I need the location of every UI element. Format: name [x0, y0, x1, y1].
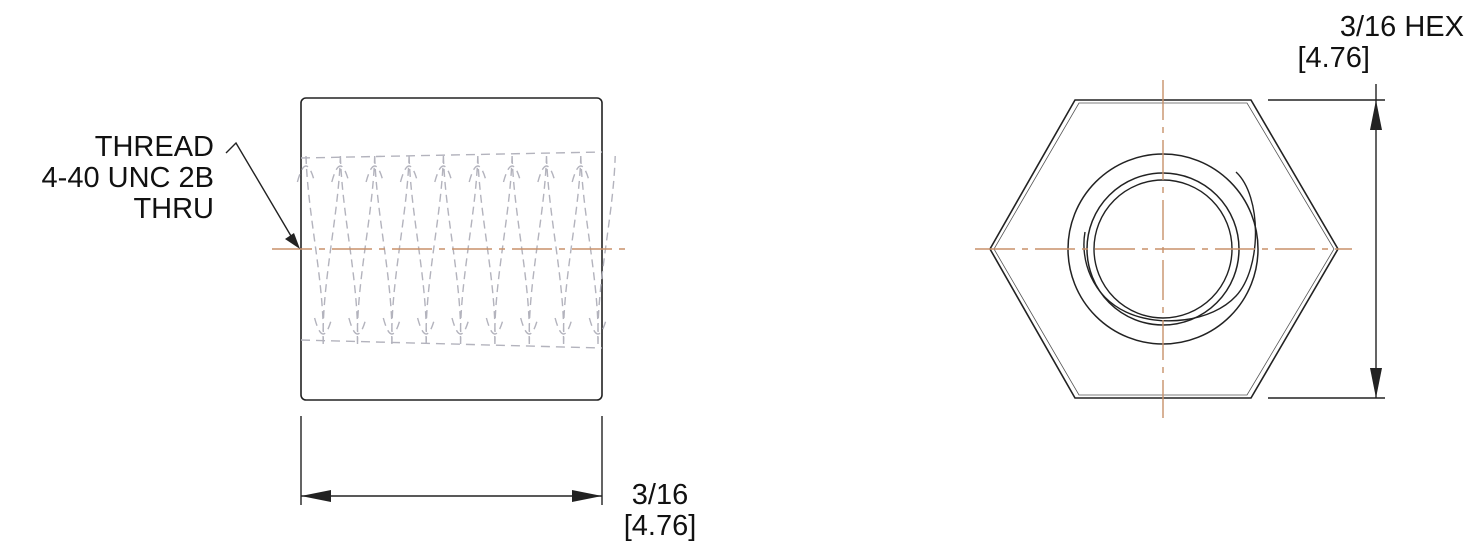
length-dimension-imperial: 3/16 — [631, 479, 689, 511]
hex-dimension-metric: [4.76] — [1297, 42, 1370, 74]
length-dimension-label: 3/16 [4.76] — [612, 480, 708, 542]
thread-envelope-bottom — [300, 339, 603, 349]
thread-callout: THREAD 4-40 UNC 2B THRU — [0, 132, 214, 225]
thread-leader-line — [225, 141, 292, 237]
length-arrow-right — [572, 490, 602, 502]
side-view — [225, 97, 632, 505]
thread-helix-path — [305, 155, 616, 345]
hex-arrow-top — [1370, 100, 1382, 130]
hex-dimension-label: 3/16 HEX [4.76] — [1280, 12, 1464, 74]
hidden-thread-helix — [296, 155, 616, 345]
length-arrow-left — [301, 490, 331, 502]
thread-callout-line1: THREAD — [94, 131, 214, 163]
hex-dimension-imperial: 3/16 HEX — [1339, 11, 1464, 43]
thread-crest-arcs — [296, 165, 608, 335]
end-view — [975, 80, 1385, 418]
thread-callout-line3: THRU — [133, 193, 214, 225]
hex-arrow-bottom — [1370, 368, 1382, 398]
thread-callout-line2: 4-40 UNC 2B — [41, 162, 214, 194]
length-dimension-metric: [4.76] — [623, 510, 697, 542]
thread-leader-arrowhead — [285, 233, 300, 249]
thread-envelope-top — [300, 151, 603, 159]
